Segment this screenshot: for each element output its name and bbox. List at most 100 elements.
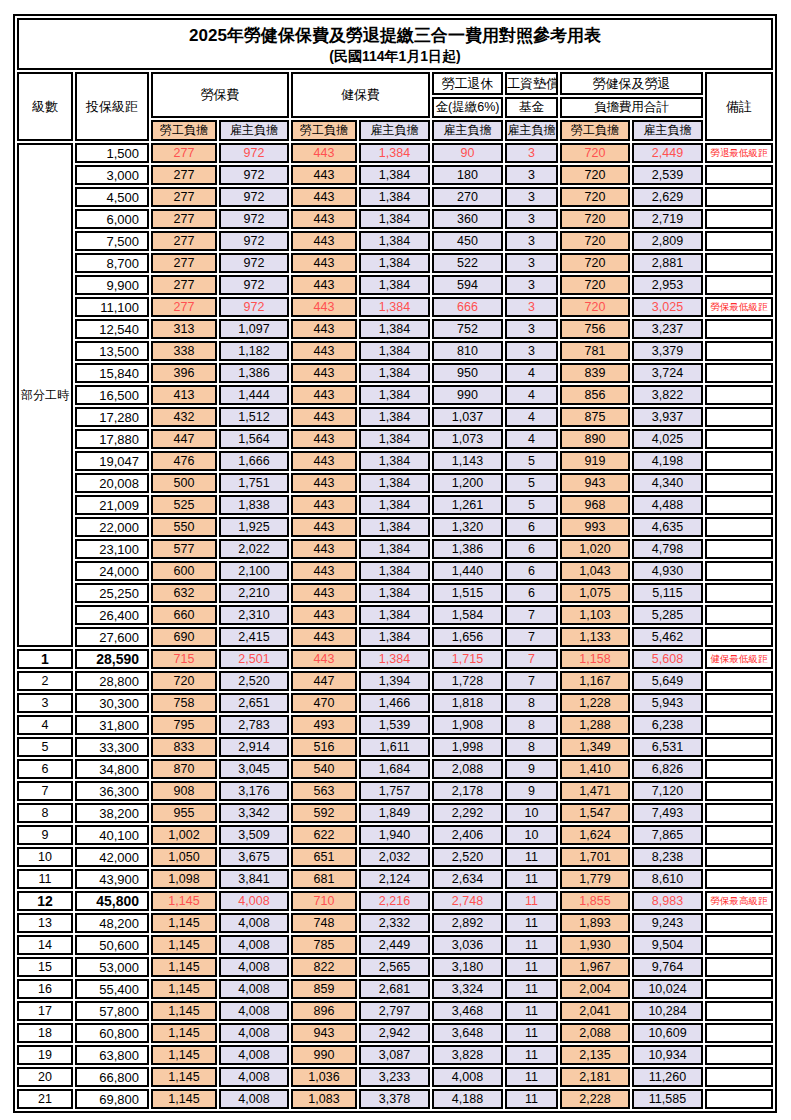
- pension-employer-cell: 3,468: [432, 1001, 503, 1021]
- labor-ins-employee-cell: 870: [151, 759, 217, 779]
- table-row: 27,6006902,4154431,3841,65671,1335,462: [17, 627, 773, 647]
- health-ins-employee-cell: 443: [291, 429, 357, 449]
- health-ins-employer-cell: 1,384: [359, 649, 430, 669]
- total-employer-cell: 3,937: [632, 407, 703, 427]
- total-employee-cell: 875: [560, 407, 630, 427]
- header-level: 級數: [17, 72, 73, 141]
- total-employee-cell: 1,855: [560, 891, 630, 911]
- pension-employer-cell: 270: [432, 187, 503, 207]
- health-ins-employee-cell: 443: [291, 319, 357, 339]
- total-employer-cell: 6,531: [632, 737, 703, 757]
- total-employer-cell: 6,826: [632, 759, 703, 779]
- health-ins-employer-cell: 2,032: [359, 847, 430, 867]
- pension-employer-cell: 2,748: [432, 891, 503, 911]
- table-row: 838,2009553,3425921,8492,292101,5477,493: [17, 803, 773, 823]
- health-ins-employee-cell: 443: [291, 407, 357, 427]
- health-ins-employee-cell: 443: [291, 583, 357, 603]
- pension-employer-cell: 1,440: [432, 561, 503, 581]
- total-employee-cell: 1,288: [560, 715, 630, 735]
- health-ins-employer-cell: 1,384: [359, 429, 430, 449]
- labor-ins-employee-cell: 908: [151, 781, 217, 801]
- remark-cell: [705, 737, 773, 757]
- total-employer-cell: 10,934: [632, 1045, 703, 1065]
- wage-fund-employer-cell: 3: [505, 187, 558, 207]
- labor-ins-employee-cell: 1,145: [151, 1067, 217, 1087]
- level-cell: 3: [17, 693, 73, 713]
- pension-employer-cell: 3,648: [432, 1023, 503, 1043]
- wage-fund-employer-cell: 3: [505, 253, 558, 273]
- remark-cell: [705, 847, 773, 867]
- table-row: 25,2506322,2104431,3841,51561,0755,115: [17, 583, 773, 603]
- total-employer-cell: 8,238: [632, 847, 703, 867]
- health-ins-employee-cell: 443: [291, 231, 357, 251]
- health-ins-employer-cell: 3,378: [359, 1089, 430, 1109]
- health-ins-employee-cell: 563: [291, 781, 357, 801]
- total-employer-cell: 9,504: [632, 935, 703, 955]
- subheader-health-ins-employee: 勞工負擔: [291, 120, 357, 141]
- table-row: 228,8007202,5204471,3941,72871,1675,649: [17, 671, 773, 691]
- health-ins-employer-cell: 2,216: [359, 891, 430, 911]
- pension-employer-cell: 1,728: [432, 671, 503, 691]
- level-cell: 13: [17, 913, 73, 933]
- total-employee-cell: 1,779: [560, 869, 630, 889]
- total-employee-cell: 1,075: [560, 583, 630, 603]
- remark-cell: [705, 627, 773, 647]
- level-cell: 2: [17, 671, 73, 691]
- labor-ins-employee-cell: 1,002: [151, 825, 217, 845]
- pension-employer-cell: 1,320: [432, 517, 503, 537]
- pension-employer-cell: 1,143: [432, 451, 503, 471]
- pension-employer-cell: 2,292: [432, 803, 503, 823]
- total-employee-cell: 720: [560, 165, 630, 185]
- wage-fund-employer-cell: 3: [505, 165, 558, 185]
- labor-ins-employer-cell: 4,008: [219, 1045, 289, 1065]
- bracket-cell: 7,500: [75, 231, 149, 251]
- total-employee-cell: 1,624: [560, 825, 630, 845]
- health-ins-employee-cell: 443: [291, 627, 357, 647]
- pension-employer-cell: 360: [432, 209, 503, 229]
- level-cell: 10: [17, 847, 73, 867]
- bracket-cell: 53,000: [75, 957, 149, 977]
- pension-employer-cell: 522: [432, 253, 503, 273]
- table-row: 1450,6001,1454,0087852,4493,036111,9309,…: [17, 935, 773, 955]
- health-ins-employer-cell: 1,384: [359, 539, 430, 559]
- wage-fund-employer-cell: 11: [505, 957, 558, 977]
- total-employer-cell: 3,025: [632, 297, 703, 317]
- title-cell: 2025年勞健保保費及勞退提繳三合一費用對照參考用表 (民國114年1月1日起): [17, 18, 773, 70]
- remark-cell: 勞保最高級距: [705, 891, 773, 911]
- labor-ins-employer-cell: 1,386: [219, 363, 289, 383]
- header-remark: 備註: [705, 72, 773, 141]
- total-employer-cell: 5,285: [632, 605, 703, 625]
- table-row: 26,4006602,3104431,3841,58471,1035,285: [17, 605, 773, 625]
- bracket-cell: 27,600: [75, 627, 149, 647]
- labor-ins-employee-cell: 690: [151, 627, 217, 647]
- labor-ins-employer-cell: 3,509: [219, 825, 289, 845]
- total-employee-cell: 1,930: [560, 935, 630, 955]
- health-ins-employer-cell: 1,384: [359, 495, 430, 515]
- labor-ins-employee-cell: 277: [151, 143, 217, 163]
- table-row: 15,8403961,3864431,38495048393,724: [17, 363, 773, 383]
- total-employee-cell: 1,043: [560, 561, 630, 581]
- level-cell: 19: [17, 1045, 73, 1065]
- bracket-cell: 8,700: [75, 253, 149, 273]
- health-ins-employee-cell: 651: [291, 847, 357, 867]
- labor-ins-employee-cell: 277: [151, 209, 217, 229]
- table-row: 1348,2001,1454,0087482,3322,892111,8939,…: [17, 913, 773, 933]
- labor-ins-employee-cell: 1,145: [151, 957, 217, 977]
- wage-fund-employer-cell: 11: [505, 1023, 558, 1043]
- pension-employer-cell: 4,188: [432, 1089, 503, 1109]
- total-employer-cell: 4,198: [632, 451, 703, 471]
- level-cell: 17: [17, 1001, 73, 1021]
- labor-ins-employer-cell: 2,022: [219, 539, 289, 559]
- pension-employer-cell: 950: [432, 363, 503, 383]
- total-employee-cell: 781: [560, 341, 630, 361]
- bracket-cell: 6,000: [75, 209, 149, 229]
- labor-ins-employee-cell: 1,145: [151, 979, 217, 999]
- labor-ins-employee-cell: 1,050: [151, 847, 217, 867]
- health-ins-employee-cell: 822: [291, 957, 357, 977]
- bracket-cell: 22,000: [75, 517, 149, 537]
- health-ins-employee-cell: 493: [291, 715, 357, 735]
- health-ins-employee-cell: 443: [291, 143, 357, 163]
- pension-employer-cell: 2,088: [432, 759, 503, 779]
- health-ins-employee-cell: 443: [291, 605, 357, 625]
- labor-ins-employer-cell: 972: [219, 253, 289, 273]
